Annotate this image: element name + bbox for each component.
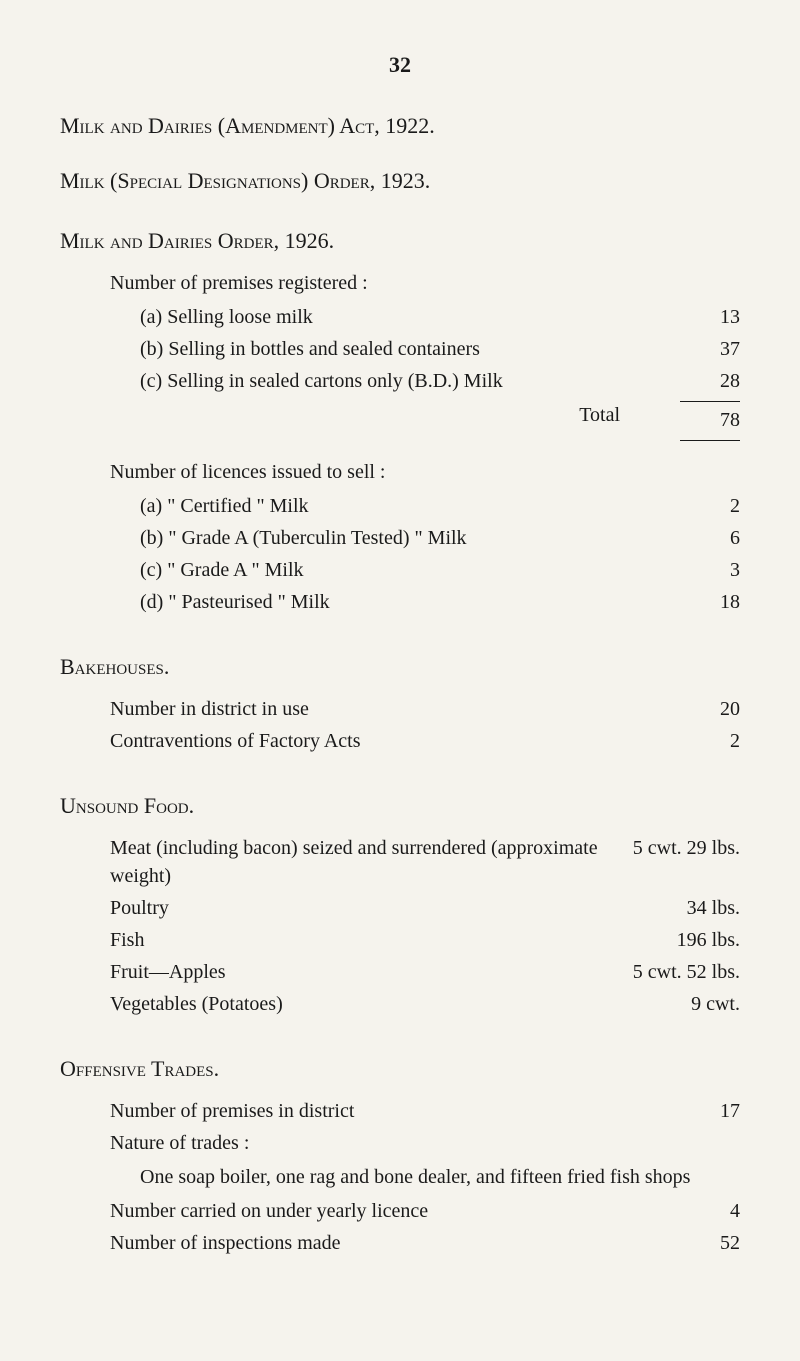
food-value: 34 lbs. xyxy=(687,894,740,922)
food-value: 196 lbs. xyxy=(677,926,740,954)
licence-row: (b) " Grade A (Tuberculin Tested) " Milk… xyxy=(140,524,740,552)
offensive-row: Number of premises in district 17 xyxy=(110,1097,740,1125)
premises-label: (b) Selling in bottles and sealed contai… xyxy=(140,335,680,363)
premises-value: 13 xyxy=(680,303,740,331)
total-label: Total xyxy=(579,401,620,434)
food-label: Meat (including bacon) seized and surren… xyxy=(110,834,633,890)
bakehouse-label: Contraventions of Factory Acts xyxy=(110,727,680,755)
page-number: 32 xyxy=(60,50,740,81)
food-row: Fish 196 lbs. xyxy=(110,926,740,954)
offensive-row: Number carried on under yearly licence 4 xyxy=(110,1197,740,1225)
food-row: Fruit—Apples 5 cwt. 52 lbs. xyxy=(110,958,740,986)
food-row: Vegetables (Potatoes) 9 cwt. xyxy=(110,990,740,1018)
food-label: Fruit—Apples xyxy=(110,958,633,986)
licences-heading: Number of licences issued to sell : xyxy=(110,458,740,486)
licence-label: (b) " Grade A (Tuberculin Tested) " Milk xyxy=(140,524,680,552)
offensive-row: Number of inspections made 52 xyxy=(110,1229,740,1257)
premises-heading: Number of premises registered : xyxy=(110,269,740,297)
offensive-label: Number carried on under yearly licence xyxy=(110,1197,680,1225)
premises-value: 28 xyxy=(680,367,740,395)
food-value: 5 cwt. 29 lbs. xyxy=(633,834,740,890)
offensive-value: 52 xyxy=(680,1229,740,1257)
offensive-nature: Nature of trades : xyxy=(110,1129,740,1157)
licence-value: 3 xyxy=(680,556,740,584)
offensive-nature-detail: One soap boiler, one rag and bone dealer… xyxy=(140,1163,740,1191)
premises-row: (c) Selling in sealed cartons only (B.D.… xyxy=(140,367,740,395)
bakehouse-label: Number in district in use xyxy=(110,695,680,723)
heading-milk-designations: Milk (Special Designations) Order, 1923. xyxy=(60,166,740,197)
licence-row: (a) " Certified " Milk 2 xyxy=(140,492,740,520)
offensive-label: Number of inspections made xyxy=(110,1229,680,1257)
bakehouse-row: Contraventions of Factory Acts 2 xyxy=(110,727,740,755)
food-label: Poultry xyxy=(110,894,687,922)
offensive-label: Number of premises in district xyxy=(110,1097,680,1125)
premises-value: 37 xyxy=(680,335,740,363)
food-row: Poultry 34 lbs. xyxy=(110,894,740,922)
food-value: 5 cwt. 52 lbs. xyxy=(633,958,740,986)
offensive-value: 17 xyxy=(680,1097,740,1125)
food-value: 9 cwt. xyxy=(691,990,740,1018)
licence-row: (d) " Pasteurised " Milk 18 xyxy=(140,588,740,616)
bakehouse-value: 2 xyxy=(680,727,740,755)
premises-label: (c) Selling in sealed cartons only (B.D.… xyxy=(140,367,680,395)
licence-value: 6 xyxy=(680,524,740,552)
premises-label: (a) Selling loose milk xyxy=(140,303,680,331)
heading-milk-amendment: Milk and Dairies (Amendment) Act, 1922. xyxy=(60,111,740,142)
total-rule xyxy=(680,440,740,442)
heading-bakehouses: Bakehouses. xyxy=(60,652,740,683)
licence-label: (d) " Pasteurised " Milk xyxy=(140,588,680,616)
food-label: Fish xyxy=(110,926,677,954)
licence-label: (a) " Certified " Milk xyxy=(140,492,680,520)
licence-value: 18 xyxy=(680,588,740,616)
heading-unsound-food: Unsound Food. xyxy=(60,791,740,822)
total-container: Total 78 xyxy=(60,401,740,442)
licence-label: (c) " Grade A " Milk xyxy=(140,556,680,584)
total-value: 78 xyxy=(680,401,740,434)
heading-offensive-trades: Offensive Trades. xyxy=(60,1054,740,1085)
licence-row: (c) " Grade A " Milk 3 xyxy=(140,556,740,584)
bakehouse-value: 20 xyxy=(680,695,740,723)
offensive-value: 4 xyxy=(680,1197,740,1225)
food-row: Meat (including bacon) seized and surren… xyxy=(110,834,740,890)
licence-value: 2 xyxy=(680,492,740,520)
premises-row: (a) Selling loose milk 13 xyxy=(140,303,740,331)
bakehouse-row: Number in district in use 20 xyxy=(110,695,740,723)
document-page: 32 Milk and Dairies (Amendment) Act, 192… xyxy=(0,0,800,1311)
heading-milk-order: Milk and Dairies Order, 1926. xyxy=(60,226,740,257)
food-label: Vegetables (Potatoes) xyxy=(110,990,691,1018)
premises-row: (b) Selling in bottles and sealed contai… xyxy=(140,335,740,363)
